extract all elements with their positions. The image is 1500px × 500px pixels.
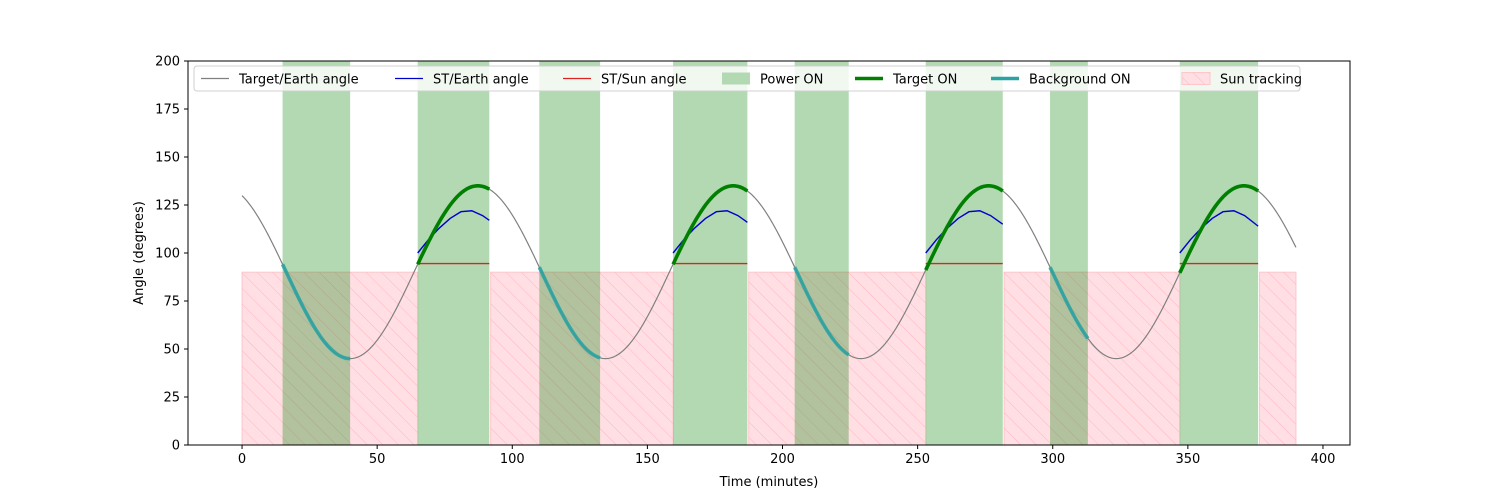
legend-swatch-power_on: [722, 72, 750, 85]
power-on-region: [794, 61, 849, 445]
sun-tracking-hatch: [748, 272, 926, 445]
power-on-region: [1050, 61, 1088, 445]
y-tick-label: 100: [155, 247, 180, 262]
x-axis-label: Time (minutes): [719, 475, 819, 490]
y-axis-label: Angle (degrees): [132, 201, 147, 305]
background-on-segment: [793, 266, 850, 357]
power-on-region: [282, 61, 351, 445]
target-on-segment: [416, 184, 491, 266]
background-on-segment: [537, 266, 601, 360]
legend-label-target_on: Target ON: [892, 73, 957, 88]
y-tick-label: 25: [163, 391, 180, 406]
x-tick-label: 300: [1040, 452, 1065, 467]
power-on-region: [417, 61, 490, 445]
x-tick-label: 200: [770, 452, 795, 467]
legend-label-power_on: Power ON: [760, 73, 823, 88]
y-tick-label: 150: [155, 151, 180, 166]
legend-label-st_sun: ST/Sun angle: [601, 73, 687, 88]
y-tick-label: 75: [163, 295, 180, 310]
legend-label-target_earth: Target/Earth angle: [238, 73, 359, 88]
legend-label-background_on: Background ON: [1029, 73, 1131, 88]
y-tick-label: 200: [155, 55, 180, 70]
x-tick-label: 400: [1311, 452, 1336, 467]
power-on-region: [673, 61, 748, 445]
x-tick-label: 100: [500, 452, 525, 467]
st-earth-angle-segment: [1179, 210, 1259, 254]
sun-tracking-layer: [241, 271, 1297, 445]
y-tick-label: 125: [155, 199, 180, 214]
background-on-segment: [1048, 266, 1090, 340]
axes-layer: 0 50 100 150 200 250 300 350 400 0 25 50 75 100 125 150…: [155, 55, 1335, 468]
target-on-segment: [671, 184, 749, 266]
x-tick-label: 0: [238, 452, 246, 467]
sun-tracking-hatch: [1004, 272, 1180, 445]
target-on-segment: [924, 184, 1004, 271]
target-on-segment: [1178, 184, 1260, 274]
y-tick-label: 175: [155, 103, 180, 118]
legend-hatch-sun_tracking: [1182, 72, 1210, 85]
st-earth-angle-segment: [925, 210, 1004, 254]
power-on-layer: [282, 61, 1259, 445]
sun-tracking-hatch: [490, 272, 674, 445]
y-tick-label: 0: [172, 439, 180, 454]
x-tick-label: 350: [1175, 452, 1200, 467]
legend: Target/Earth angle ST/Earth angle ST/Sun a…: [193, 65, 1302, 92]
background-on-segment: [280, 263, 351, 361]
power-on-region: [925, 61, 1003, 445]
legend-label-st_earth: ST/Earth angle: [433, 73, 529, 88]
x-tick-label: 150: [635, 452, 660, 467]
sun-tracking-hatch: [242, 272, 418, 445]
power-on-region: [1179, 61, 1259, 445]
x-tick-label: 50: [369, 452, 386, 467]
legend-label-sun_tracking: Sun tracking: [1220, 73, 1302, 88]
power-on-region: [539, 61, 601, 445]
series-layer: [241, 184, 1297, 361]
sun-tracking-hatch: [1259, 272, 1296, 445]
y-tick-label: 50: [163, 343, 180, 358]
x-tick-label: 250: [905, 452, 930, 467]
